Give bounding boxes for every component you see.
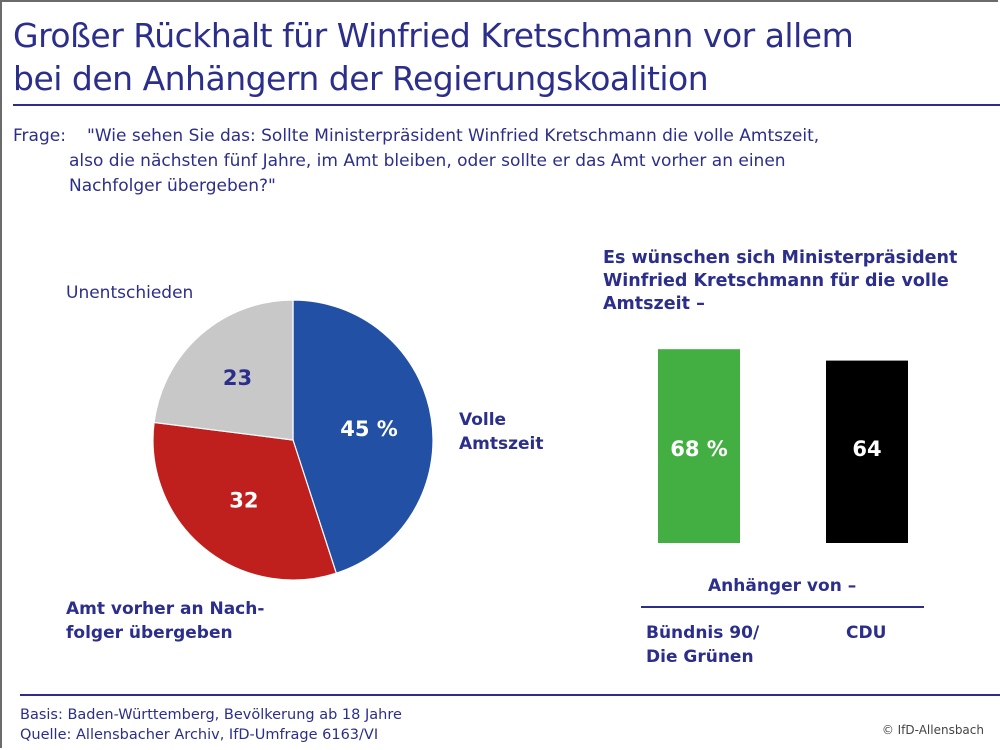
- title-divider: [13, 104, 1000, 106]
- question-line-1: "Wie sehen Sie das: Sollte Ministerpräsi…: [87, 126, 820, 146]
- bar-value-label: 68 %: [670, 437, 728, 461]
- footer-basis: Basis: Baden-Württemberg, Bevölkerung ab…: [20, 707, 402, 723]
- title-line-1: Großer Rückhalt für Winfried Kretschmann…: [13, 16, 854, 55]
- question-line-3: Nachfolger übergeben?": [69, 176, 276, 196]
- footer-divider: [20, 694, 1000, 696]
- footer-source: Quelle: Allensbacher Archiv, IfD-Umfrage…: [20, 727, 379, 743]
- pie-slice-volle-amtszeit: [292, 299, 434, 574]
- pie-legend-nachfolger: Amt vorher an Nach- folger übergeben: [66, 599, 265, 643]
- question-line-2: also die nächsten fünf Jahre, im Amt ble…: [69, 151, 786, 171]
- pie-slice-amt-vorher-an-nachfolger-bergeben: [152, 421, 338, 581]
- pie-value-label: 45 %: [340, 417, 398, 441]
- footer-notes: Basis: Baden-Württemberg, Bevölkerung ab…: [20, 705, 402, 745]
- bar-xaxis-label: Anhänger von –: [708, 576, 857, 596]
- title-line-2: bei den Anhängern der Regierungskoalitio…: [13, 59, 709, 98]
- bar-gruene: [658, 349, 740, 543]
- bar-cdu: [826, 360, 908, 543]
- pie-value-label: 32: [229, 488, 258, 512]
- bar-category-gruene: Bündnis 90/ Die Grünen: [646, 623, 760, 667]
- page-title: Großer Rückhalt für Winfried Kretschmann…: [13, 14, 854, 100]
- pie-slice-unentschieden: [153, 299, 294, 441]
- bar-chart-title: Es wünschen sich Ministerpräsident Winfr…: [603, 248, 958, 314]
- pie-legend-volle-amtszeit: Volle Amtszeit: [459, 410, 544, 454]
- bar-xaxis-divider: [641, 606, 924, 608]
- pie-legend-unentschieden: Unentschieden: [66, 283, 194, 303]
- pie-value-label: 23: [223, 366, 252, 390]
- survey-question: Frage: "Wie sehen Sie das: Sollte Ministe…: [13, 124, 993, 199]
- copyright: © IfD-Allensbach: [881, 723, 984, 737]
- question-label: Frage:: [13, 126, 66, 146]
- bar-category-cdu: CDU: [846, 623, 887, 643]
- bar-value-label: 64: [852, 437, 881, 461]
